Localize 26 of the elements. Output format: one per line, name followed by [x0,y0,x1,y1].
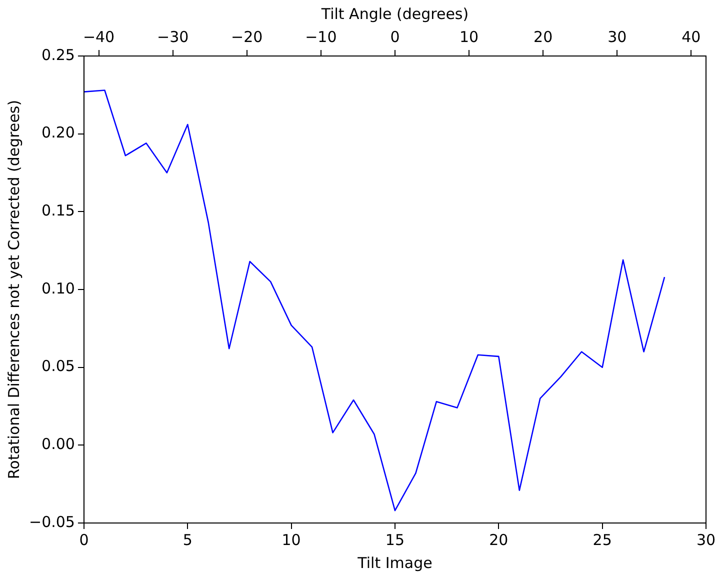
x2-tick-label: −30 [157,28,189,46]
x2-tick-label: 20 [534,28,553,46]
y-axis-title: Rotational Differences not yet Corrected (degrees) [4,100,23,480]
x2-tick-label: −10 [305,28,337,46]
x-axis-title: Tilt Image [356,554,432,572]
x2-tick-label: −40 [82,28,115,46]
x-tick-label: 10 [282,530,301,549]
x2-tick-label: 10 [459,28,479,46]
x-tick-label: 5 [182,530,192,549]
x2-tick-label: 40 [682,28,701,46]
y-tick-label: 0.10 [42,279,75,298]
x2-axis-title: Tilt Angle (degrees) [320,4,469,23]
x-tick-label: 30 [696,530,716,549]
y-tick-label: 0.20 [42,124,75,142]
y-tick-label: 0.00 [42,435,75,454]
x-tick-label: 15 [385,530,405,549]
x-tick-label: 25 [592,530,612,549]
y-tick-label: 0.15 [42,202,75,220]
x2-tick-label: −20 [231,28,263,46]
y-tick-label: −0.05 [29,512,75,531]
x-tick-label: 20 [489,530,508,549]
x-tick-label: 0 [79,530,89,549]
x2-tick-label: 0 [390,28,400,46]
x2-tick-label: 30 [608,28,627,46]
y-tick-label: 0.05 [42,357,75,376]
y-tick-label: 0.25 [42,46,75,64]
